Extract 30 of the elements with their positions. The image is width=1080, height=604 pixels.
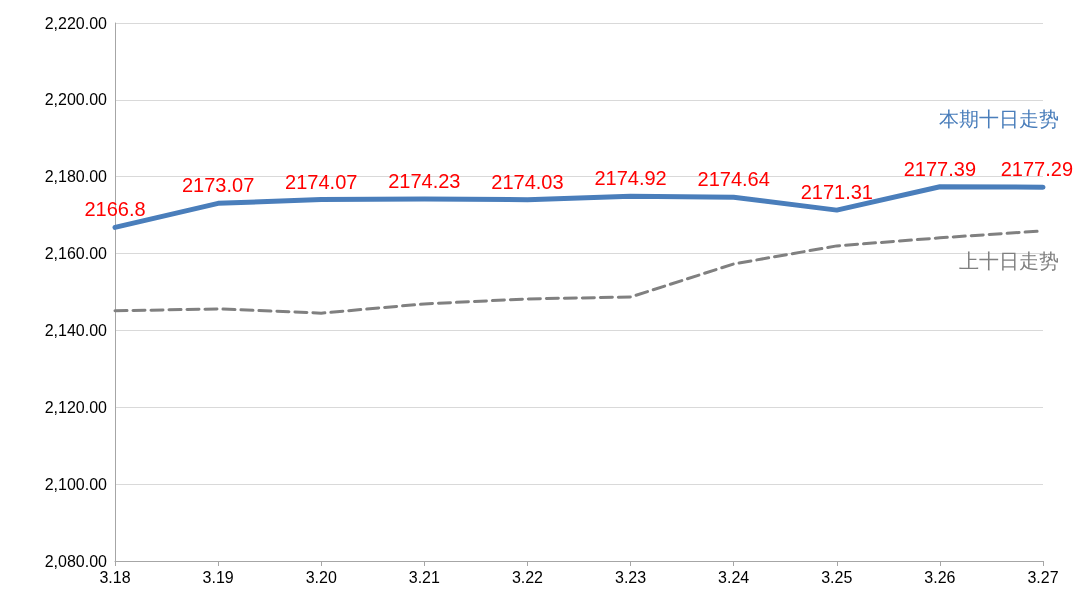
x-tick-label: 3.24 — [718, 568, 750, 586]
x-tick-label: 3.21 — [408, 568, 441, 586]
text: 本期十日走势 — [939, 107, 1059, 132]
data-label: 2174.03 — [491, 170, 564, 193]
y-tick-label: 2,140.00 — [44, 321, 108, 339]
x-tick-label: 3.18 — [99, 568, 131, 586]
x-tick-label: 3.27 — [1027, 568, 1059, 586]
x-tick-label: 3.23 — [614, 568, 647, 586]
data-label: 2174.23 — [388, 169, 461, 192]
data-label: 2174.92 — [594, 167, 667, 190]
x-tick-label: 3.25 — [821, 568, 853, 586]
x-tick-label: 3.22 — [511, 568, 544, 586]
x-tick-label: 3.19 — [202, 568, 234, 586]
y-tick-label: 2,200.00 — [44, 91, 108, 109]
series-label: 上十日走势 — [959, 248, 1059, 273]
x-tick-label: 3.20 — [305, 568, 337, 586]
y-tick-label: 2,120.00 — [44, 398, 108, 416]
data-label: 2173.07 — [181, 174, 255, 197]
x-tick-label: 3.26 — [924, 568, 956, 586]
data-label: 2177.39 — [903, 157, 977, 180]
data-label: 2174.64 — [697, 168, 770, 191]
data-label: 2174.07 — [285, 170, 358, 193]
y-tick-label: 2,080.00 — [44, 552, 108, 570]
data-label: 2166.8 — [84, 198, 146, 221]
y-tick-label: 2,220.00 — [44, 14, 108, 32]
y-tick-label: 2,160.00 — [44, 245, 108, 263]
data-label: 2177.29 — [1000, 158, 1073, 181]
y-tick-label: 2,100.00 — [44, 475, 108, 493]
y-tick-label: 2,180.00 — [44, 168, 108, 186]
data-label: 2171.31 — [800, 181, 873, 204]
